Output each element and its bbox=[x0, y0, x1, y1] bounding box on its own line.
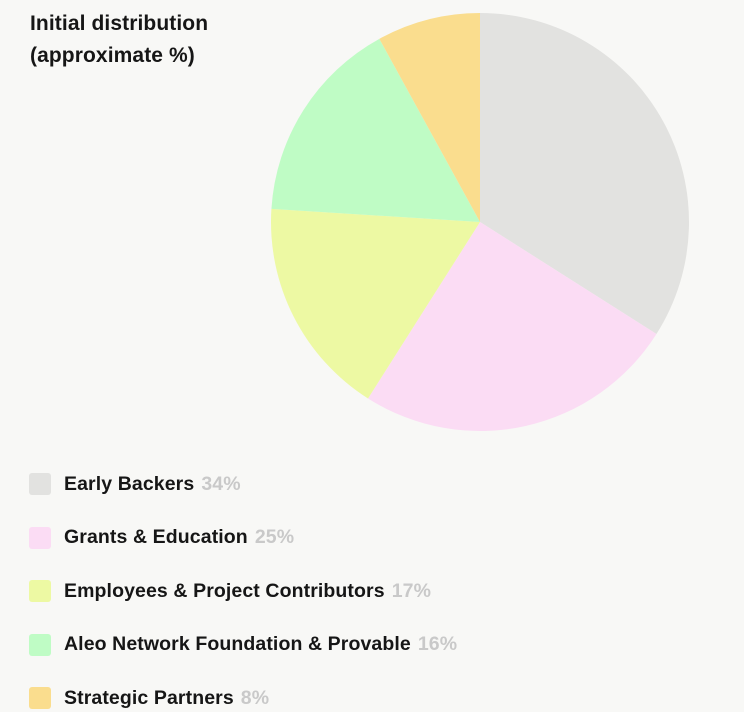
legend-percent: 34% bbox=[201, 472, 241, 495]
legend-label: Strategic Partners bbox=[64, 686, 234, 709]
legend-percent: 8% bbox=[240, 686, 270, 709]
legend-item: Grants & Education 25% bbox=[29, 526, 457, 549]
chart-legend: Early Backers 34% Grants & Education 25%… bbox=[29, 473, 457, 709]
legend-item: Early Backers 34% bbox=[29, 473, 457, 495]
legend-label: Early Backers bbox=[64, 472, 195, 495]
pie-chart-container bbox=[271, 13, 689, 431]
legend-item: Employees & Project Contributors 17% bbox=[29, 580, 457, 602]
legend-item: Aleo Network Foundation & Provable 16% bbox=[29, 633, 458, 656]
legend-swatch bbox=[29, 580, 51, 602]
pie-slice-grants-education bbox=[368, 222, 657, 431]
legend-label: Grants & Education bbox=[64, 526, 248, 548]
legend-percent: 25% bbox=[254, 526, 295, 548]
pie-slice-aleo-network-foundation-provable bbox=[271, 38, 480, 222]
legend-swatch bbox=[29, 633, 51, 656]
legend-swatch bbox=[29, 526, 51, 549]
legend-label: Aleo Network Foundation & Provable bbox=[64, 633, 411, 655]
legend-label: Employees & Project Contributors bbox=[64, 579, 385, 602]
chart-title-line1: Initial distribution bbox=[30, 12, 209, 35]
legend-percent: 17% bbox=[391, 579, 432, 602]
chart-title-line2: (approximate %) bbox=[30, 44, 195, 67]
legend-swatch bbox=[29, 687, 51, 709]
legend-percent: 16% bbox=[417, 633, 458, 655]
pie-slice-employees-project-contributors bbox=[271, 208, 480, 399]
legend-swatch bbox=[29, 473, 51, 495]
pie-slice-early-backers bbox=[480, 13, 689, 334]
pie-slice-strategic-partners bbox=[379, 13, 480, 222]
pie-chart bbox=[271, 13, 689, 431]
chart-title: Initial distribution (approximate %) bbox=[30, 8, 208, 72]
legend-item: Strategic Partners 8% bbox=[29, 687, 457, 709]
